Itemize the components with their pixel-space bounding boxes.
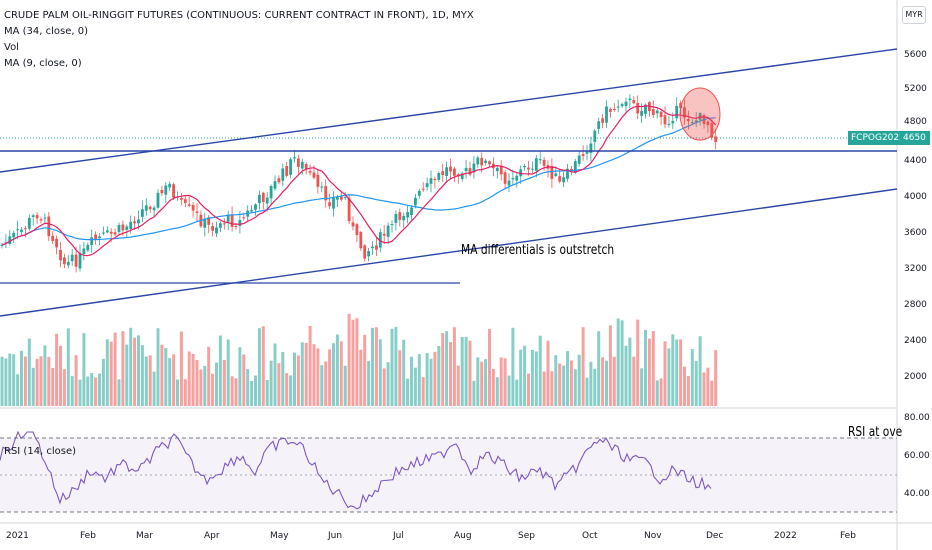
price-tick: 4800 xyxy=(904,117,927,127)
price-tick: 3600 xyxy=(904,228,927,238)
candlesticks xyxy=(0,94,718,273)
time-tick: Dec xyxy=(706,531,724,541)
rsi-note[interactable]: RSI at ove xyxy=(848,425,903,440)
symbol-badge: FCPOG2022 xyxy=(848,131,908,145)
rsi-line xyxy=(0,430,712,510)
rsi-tick: 40.00 xyxy=(904,489,930,499)
highlight-circle[interactable] xyxy=(679,87,721,141)
price-tick: 5200 xyxy=(904,84,927,94)
time-tick: Mar xyxy=(136,531,153,541)
time-tick: 2021 xyxy=(6,531,29,541)
price-tick: 2400 xyxy=(904,336,927,346)
time-tick: May xyxy=(270,531,289,541)
price-tick: 2800 xyxy=(904,300,927,310)
vol-legend[interactable]: Vol xyxy=(4,42,19,53)
price-tick: 5600 xyxy=(904,50,927,60)
rsi-band xyxy=(0,438,897,512)
time-tick: Feb xyxy=(80,531,96,541)
rsi-tick: 60.00 xyxy=(904,451,930,461)
time-tick: Apr xyxy=(204,531,220,541)
time-tick: Aug xyxy=(454,531,472,541)
ma-differential-note[interactable]: MA differentials is outstretch xyxy=(461,243,615,258)
lower-channel-line[interactable] xyxy=(0,188,898,317)
upper-channel-line[interactable] xyxy=(0,48,898,173)
time-tick: Feb xyxy=(840,531,856,541)
ma9-line xyxy=(1,105,717,257)
time-tick: Oct xyxy=(582,531,598,541)
time-tick: Sep xyxy=(518,531,535,541)
price-tick: 4400 xyxy=(904,156,927,166)
time-tick: Jun xyxy=(328,531,343,541)
ma34-line xyxy=(1,117,716,246)
rsi-tick: 80.00 xyxy=(904,413,930,423)
ma34-legend[interactable]: MA (34, close, 0) xyxy=(4,26,89,37)
rsi-legend[interactable]: RSI (14, close) xyxy=(4,446,77,457)
time-tick: Jul xyxy=(393,531,404,541)
price-tick: 3200 xyxy=(904,264,927,274)
time-tick: 2022 xyxy=(774,531,797,541)
price-tick: 4000 xyxy=(904,192,927,202)
time-tick: Nov xyxy=(644,531,662,541)
price-badge: 4650 xyxy=(900,131,930,145)
chart-title: CRUDE PALM OIL-RINGGIT FUTURES (CONTINUO… xyxy=(4,10,474,21)
volume-bars xyxy=(0,313,718,406)
currency-selector[interactable]: MYR xyxy=(902,6,926,24)
price-tick: 2000 xyxy=(904,372,927,382)
ma9-legend[interactable]: MA (9, close, 0) xyxy=(4,58,82,69)
